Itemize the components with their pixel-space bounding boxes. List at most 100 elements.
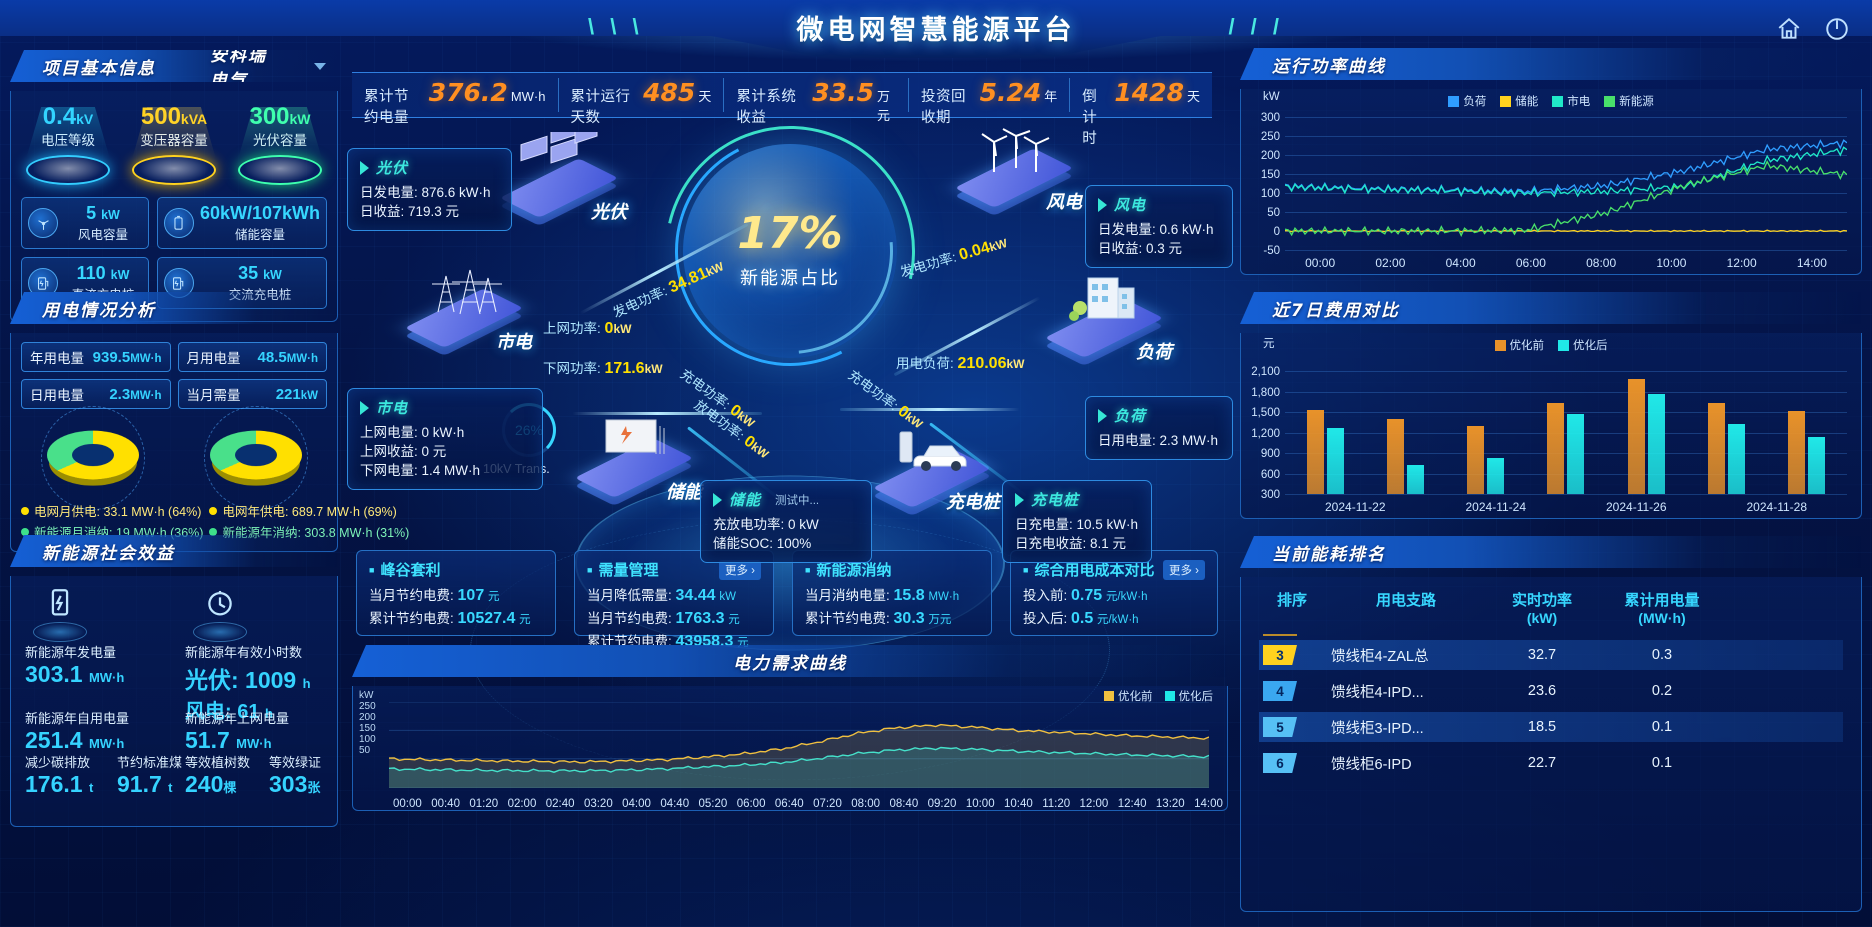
bar <box>1487 457 1505 494</box>
benefit-value: 176.1 <box>25 771 83 797</box>
pedestal-disc <box>238 155 322 185</box>
flow-value: 0 <box>604 320 614 337</box>
table-row[interactable]: 4 馈线柜4-IPD... 23.6 0.2 <box>1259 676 1843 706</box>
pedestal-disc <box>132 155 216 185</box>
bar <box>1627 379 1645 494</box>
plot-area: 2,100 1,800 1,500 1,200 900 600 300 <box>1251 361 1847 501</box>
bar <box>1326 427 1344 494</box>
legend-item[interactable]: 市电 <box>1552 93 1590 109</box>
table-header: 排序 用电支路 实时功率 (kW) 累计用电量 (MW·h) <box>1241 577 1861 634</box>
capacity-value: 300 <box>249 103 290 130</box>
kpi-value: 1428 <box>1114 78 1184 107</box>
bar <box>1788 411 1806 494</box>
chart-legend: 优化前 优化后 <box>1104 688 1213 704</box>
rank-badge: 6 <box>1263 753 1297 773</box>
bar <box>1647 394 1665 494</box>
legend-before[interactable]: 优化前 <box>1104 688 1153 704</box>
benefit-value: 91.7 <box>117 771 162 797</box>
table-row[interactable]: 3 馈线柜4-ZAL总 32.7 0.3 <box>1259 640 1843 670</box>
bar <box>1306 410 1324 494</box>
panel-header: 用电情况分析 <box>10 292 338 324</box>
node-label: 风电 <box>1046 192 1082 212</box>
infobox-load: 负荷 日用电量: 2.3 MW·h <box>1085 396 1233 460</box>
panel-basic-info: 项目基本信息 安科瑞电气 0.4kV 电压等级 500kVA 变压器容量 300… <box>10 50 338 322</box>
power-chart: kW 负荷 储能 市电 新能源 300 250 200 150 100 50 0 -50 00:00… <box>1241 89 1861 274</box>
usage-value: 939.5 <box>92 348 131 366</box>
legend-item[interactable]: 负荷 <box>1448 93 1486 109</box>
panel-body: 优化前 优化后 kW 250 200 150 100 50 00:00 00:40 01:20… <box>352 686 1228 811</box>
node-load[interactable]: 负荷 <box>1040 270 1172 366</box>
power-icon[interactable] <box>1824 16 1850 47</box>
node-charging-pile[interactable]: 充电桩 <box>868 420 1000 516</box>
renewable-ratio-value: 17% <box>737 208 843 259</box>
home-icon[interactable] <box>1776 16 1802 47</box>
x-tick: 00:00 <box>1305 256 1336 270</box>
benefit-value: 240 <box>185 771 224 797</box>
infobox-grid: 市电 上网电量: 0 kW·h 上网收益: 0 元 下网电量: 1.4 MW·h <box>347 388 543 490</box>
panel-body: 0.4kV 电压等级 500kVA 变压器容量 300kW 光伏容量 5 <box>10 91 338 322</box>
benefit-item-green-cert: 等效绿证 303张 <box>269 752 321 798</box>
usage-box: 日用电量 2.3MW·h <box>21 379 171 409</box>
more-button[interactable]: 更多 › <box>718 559 761 580</box>
node-photovoltaic[interactable]: 光伏 <box>495 117 627 226</box>
card-title: 峰谷套利 <box>369 559 440 580</box>
branch-name: 馈线柜4-IPD... <box>1331 684 1424 701</box>
card-renewable-consumption: 新能源消纳 当月消纳电量: 15.8 MW·h 累计节约电费: 30.3 万元 <box>792 550 992 636</box>
infobox-row: 上网收益: 0 元 <box>360 444 447 459</box>
legend-text: 电网月供电: 33.1 MW·h (64%) <box>34 505 202 519</box>
x-tick: 10:00 <box>1656 256 1687 270</box>
usage-grid: 年用电量 939.5MW·h 月用电量 48.5MW·h 日用电量 2.3MW·… <box>11 333 337 413</box>
energy-flow-diagram: 17% 新能源占比 光伏 风电 市电 <box>340 78 1240 781</box>
kpi-unit: 天 <box>1186 89 1200 104</box>
table-row[interactable]: 5 馈线柜3-IPD... 18.5 0.1 <box>1259 712 1843 742</box>
legend-item[interactable]: 储能 <box>1500 93 1538 109</box>
card-unit: 元 <box>488 591 500 603</box>
card-title: 需量管理 <box>587 559 658 580</box>
x-tick: 2024-11-28 <box>1746 500 1808 514</box>
card-value: 107 <box>457 587 485 604</box>
flow-key: 下网功率: <box>543 361 601 376</box>
infobox-storage: 储能 测试中... 充放电功率: 0 kW 储能SOC: 100% <box>700 480 872 563</box>
kpi-item: 倒计时 1428 天 <box>1070 78 1212 147</box>
node-wind[interactable]: 风电 <box>950 120 1082 216</box>
legend-item[interactable]: 新能源 <box>1604 93 1654 109</box>
panel-title: 当前能耗排名 <box>1272 544 1386 565</box>
bar-group <box>1386 361 1424 494</box>
flow-beam <box>840 408 1020 411</box>
kpi-strip: 累计节约电量 376.2 MW·h 累计运行天数 485 天 累计系统收益 33… <box>352 72 1212 147</box>
legend-item[interactable]: 优化后 <box>1558 337 1608 353</box>
panel-power-curve: 运行功率曲线 kW 负荷 储能 市电 新能源 300 250 200 150 100 50 0 -5… <box>1240 48 1862 275</box>
flow-unit: kW <box>1006 357 1025 371</box>
battery-icon <box>163 208 194 238</box>
table-row[interactable]: 6 馈线柜6-IPD 22.7 0.1 <box>1259 748 1843 778</box>
x-axis-labels: 2024-11-22 2024-11-24 2024-11-26 2024-11-28 <box>1285 500 1847 514</box>
benefit-item-effective-hours: 新能源年有效小时数 光伏: 1009 h 风电: 61 h <box>185 642 311 724</box>
mini-label: 储能容量 <box>234 228 285 242</box>
benefit-key: 节约标准煤 <box>117 755 183 770</box>
card-value: 10527.4 <box>457 610 516 627</box>
benefit-key: 新能源年发电量 <box>25 645 117 660</box>
legend-item[interactable]: 优化前 <box>1494 337 1544 353</box>
node-grid[interactable]: 市电 <box>400 260 532 356</box>
card-title: 综合用电成本对比 <box>1023 559 1154 580</box>
infobox-title: 充电桩 <box>1031 492 1080 509</box>
flow-label-load: 用电负荷: 210.06kW <box>896 352 1024 373</box>
usage-unit: MW·h <box>130 389 162 402</box>
col-power: 实时功率 (kW) <box>1511 592 1572 626</box>
capacity-item: 300kW 光伏容量 <box>229 103 331 185</box>
card-demand-management: 需量管理 更多 › 当月降低需量: 34.44 kW 当月节约电费: 1763.… <box>574 550 774 650</box>
capacity-item: 500kVA 变压器容量 <box>123 103 225 185</box>
node-storage[interactable]: 储能 <box>570 410 702 506</box>
donut-year <box>196 406 316 510</box>
usage-unit: MW·h <box>130 352 162 365</box>
card-value: 30.3 <box>893 610 925 627</box>
panel-title: 新能源社会效益 <box>42 543 175 564</box>
realtime-power: 18.5 <box>1527 719 1557 735</box>
chart-legend: 优化前 优化后 <box>1241 337 1861 353</box>
kpi-label: 累计节约电量 <box>364 89 409 126</box>
more-button[interactable]: 更多 › <box>1162 559 1205 580</box>
kpi-value: 33.5 <box>812 78 874 107</box>
flow-value: 171.6 <box>604 360 645 377</box>
bar <box>1467 426 1485 494</box>
legend-after[interactable]: 优化后 <box>1165 688 1214 704</box>
